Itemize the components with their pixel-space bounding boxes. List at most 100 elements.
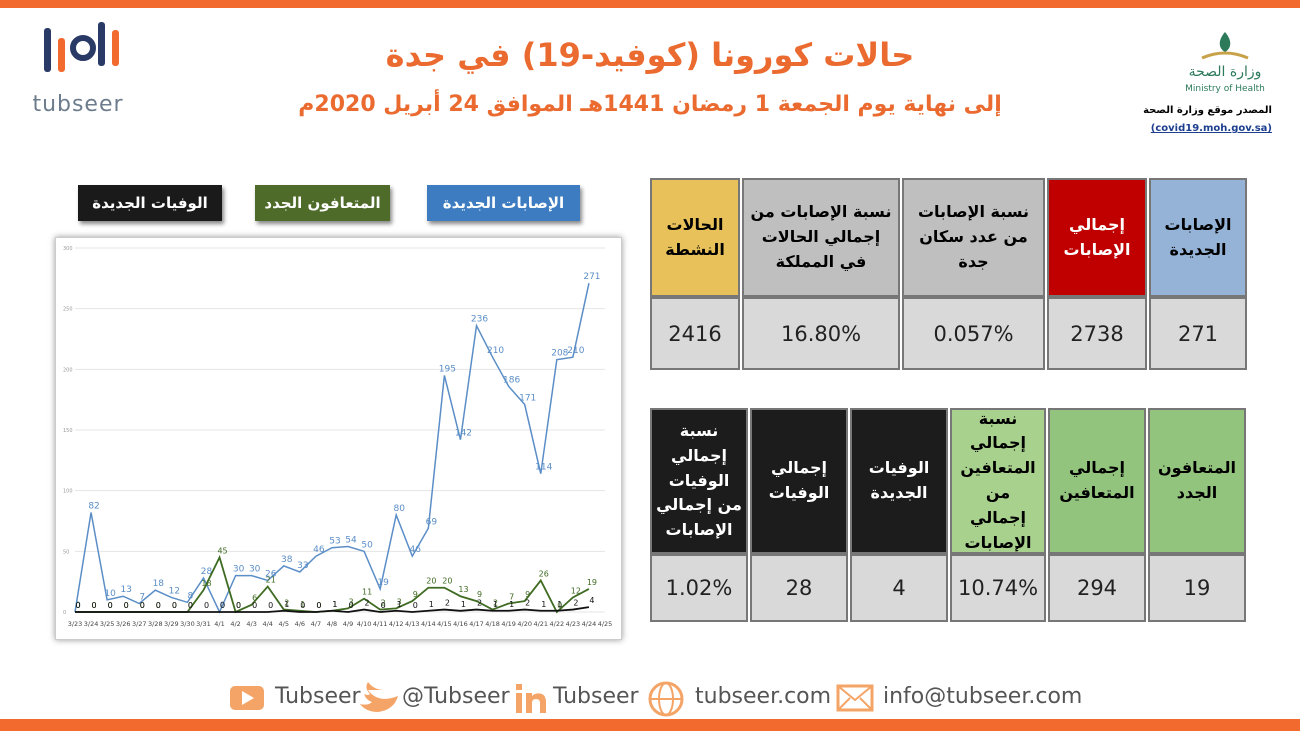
data-label: 1 [300,600,305,609]
data-label: 1 [397,600,402,609]
legend-entry: الإصابات الجديدة [427,185,580,221]
data-label: 0 [156,601,161,610]
data-label: 1 [509,600,514,609]
data-label: 0 [140,601,145,610]
data-label: 82 [88,502,99,512]
bottom-bar [0,719,1300,731]
data-label: 7 [509,593,514,602]
data-label: 18 [153,579,165,589]
data-label: 0 [75,601,80,610]
data-label: 10 [104,589,116,599]
y-tick-label: 200 [63,367,73,373]
source-url: (covid19.moh.gov.sa) [1150,123,1272,134]
table-header-cell: المتعافون الجدد [1148,408,1246,554]
data-label: 0 [188,601,193,610]
data-label: 186 [503,375,520,385]
data-label: 12 [169,586,180,596]
table-value-cell: 2416 [650,297,740,370]
table-header-cell: الوفيات الجديدة [850,408,948,554]
data-label: 2 [365,599,370,608]
ministry-ar: وزارة الصحة [1188,64,1262,80]
data-label: 26 [265,569,277,579]
data-label: 208 [551,349,568,359]
x-tick-label: 4/10 [357,620,372,628]
series-line [74,283,590,614]
data-label: 54 [345,535,357,545]
table-value-cell: 28 [750,554,848,622]
table-header-cell: نسبة إجمالي المتعافين من إجمالي الإصابات [950,408,1046,554]
x-tick-label: 4/25 [598,620,613,628]
table-header-cell: نسبة إجمالي الوفيات من إجمالي الإصابات [650,408,748,554]
data-label: 4 [589,596,594,605]
table-header-cell: إجمالي الوفيات [750,408,848,554]
x-tick-label: 3/27 [132,620,147,628]
data-label: 0 [75,601,81,611]
y-tick-label: 300 [63,246,73,252]
data-label: 8 [188,591,194,601]
x-tick-label: 4/3 [246,620,256,628]
data-label: 2 [477,599,482,608]
table-value-cell: 16.80% [742,297,900,370]
data-label: 50 [361,540,373,550]
x-tick-label: 3/31 [196,620,211,628]
data-label: 9 [525,590,530,599]
data-label: 0 [381,601,386,610]
subtitle: إلى نهاية يوم الجمعة 1 رمضان 1441هـ المو… [298,92,1002,117]
data-label: 26 [539,569,549,578]
x-tick-label: 4/18 [485,620,500,628]
x-tick-label: 3/26 [116,620,131,628]
data-label: 0 [413,601,418,610]
footer-link: Tubseer [553,684,639,709]
data-label: 0 [220,601,225,610]
data-label: 11 [362,588,372,597]
data-label: 0 [220,601,226,611]
data-label: 210 [567,346,584,356]
data-label: 0 [156,601,161,610]
x-tick-label: 4/21 [533,620,548,628]
data-label: 0 [140,601,145,610]
table-value-cell: 10.74% [950,554,1046,622]
data-label: 19 [377,578,389,588]
data-label: 114 [535,463,552,473]
data-label: 30 [233,565,245,575]
data-label: 0 [75,601,80,610]
data-label: 21 [266,576,276,585]
data-label: 0 [92,601,97,610]
data-label: 0 [172,601,177,610]
data-label: 0 [204,601,209,610]
title: حالات كورونا (كوفيد-19) في جدة [385,36,915,74]
table-header-cell: الإصابات الجديدة [1149,178,1247,297]
data-label: 0 [236,601,241,610]
x-tick-label: 4/19 [501,620,516,628]
data-label: 0 [268,601,273,610]
data-label: 20 [426,577,436,586]
data-label: 9 [477,590,482,599]
data-label: 2 [284,599,289,608]
data-label: 45 [217,546,227,555]
data-label: 171 [519,394,536,404]
data-label: 13 [458,585,468,594]
data-label: 46 [410,545,422,555]
data-label: 210 [487,346,504,356]
moh-emblem [1201,32,1249,60]
footer-link: tubseer.com [695,684,832,709]
y-tick-label: 250 [63,307,73,313]
data-label: 2 [381,599,386,608]
data-label: 142 [455,429,472,439]
data-label: 1 [284,600,289,609]
x-tick-label: 4/16 [453,620,468,628]
data-label: 0 [108,601,113,610]
data-label: 0 [172,601,177,610]
table-header-cell: إجمالي المتعافين [1048,408,1146,554]
table-value-cell: 2738 [1047,297,1147,370]
data-label: 195 [439,364,456,374]
data-label: 0 [92,601,97,610]
y-tick-label: 0 [63,610,66,616]
data-label: 53 [329,537,340,547]
table-value-cell: 294 [1048,554,1146,622]
y-tick-label: 150 [63,428,73,434]
x-tick-label: 3/24 [84,620,99,628]
chart-frame [55,237,622,640]
